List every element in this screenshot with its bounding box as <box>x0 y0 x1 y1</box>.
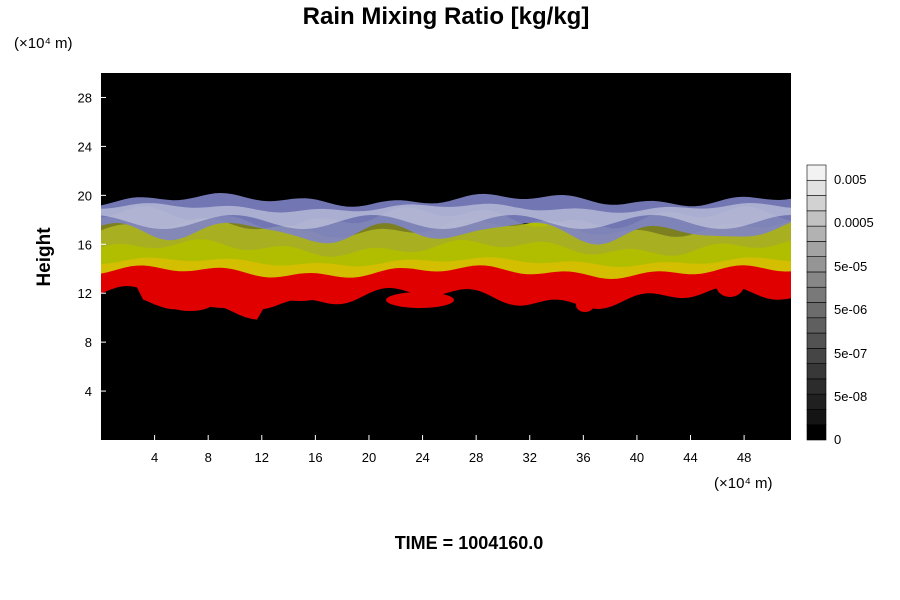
y-tick-label: 12 <box>78 286 92 301</box>
y-tick-label: 4 <box>85 384 92 399</box>
x-tick-label: 8 <box>205 450 212 465</box>
colorbar-label: 5e-07 <box>834 346 867 361</box>
colorbar-band <box>806 256 827 273</box>
x-tick-label: 4 <box>151 450 158 465</box>
x-axis-ticks: 4 8 12 16 20 24 28 32 36 40 44 48 <box>151 435 751 465</box>
colorbar-band <box>806 393 827 410</box>
colorbar-band <box>806 332 827 349</box>
colorbar-label: 5e-08 <box>834 389 867 404</box>
colorbar-band <box>806 179 827 196</box>
rain-layer-top-highlight <box>101 203 791 229</box>
y-tick-label: 24 <box>78 139 92 154</box>
colorbar-band <box>806 424 827 441</box>
rain-cell-3 <box>274 285 326 301</box>
colorbar-band <box>806 225 827 242</box>
x-tick-label: 32 <box>523 450 537 465</box>
time-label: TIME = 1004160.0 <box>395 533 544 553</box>
colorbar: 0.005 0.0005 5e-05 5e-06 5e-07 5e-08 0 <box>806 164 874 447</box>
colorbar-label: 0.005 <box>834 172 867 187</box>
colorbar-band <box>806 241 827 257</box>
colorbar-band <box>806 348 827 364</box>
y-tick-label: 8 <box>85 335 92 350</box>
chart-title: Rain Mixing Ratio [kg/kg] <box>303 3 590 30</box>
colorbar-label: 5e-06 <box>834 302 867 317</box>
x-axis-unit: (×10⁴ m) <box>714 475 773 492</box>
x-tick-label: 20 <box>362 450 376 465</box>
y-tick-label: 28 <box>78 90 92 105</box>
rain-cell-7 <box>761 273 789 299</box>
colorbar-label: 0 <box>834 432 841 447</box>
colorbar-band <box>806 409 827 426</box>
x-tick-label: 24 <box>415 450 429 465</box>
rain-cell-4 <box>386 292 454 308</box>
colorbar-label: 0.0005 <box>834 215 874 230</box>
y-axis-label: Height <box>34 227 55 287</box>
y-tick-label: 16 <box>78 237 92 252</box>
rain-cell-5 <box>576 298 594 312</box>
colorbar-band <box>806 378 827 395</box>
colorbar-band <box>806 317 827 334</box>
colorbar-band <box>806 195 827 212</box>
colorbar-label: 5e-05 <box>834 259 867 274</box>
rain-cell-6 <box>716 273 744 297</box>
plot-area <box>101 73 791 440</box>
y-axis-ticks: 4 8 12 16 20 24 28 <box>78 90 106 399</box>
y-axis-unit: (×10⁴ m) <box>14 35 73 52</box>
rain-cell-2 <box>195 288 255 308</box>
colorbar-band <box>806 363 827 380</box>
x-tick-label: 28 <box>469 450 483 465</box>
y-tick-label: 20 <box>78 188 92 203</box>
x-tick-label: 40 <box>630 450 644 465</box>
x-tick-label: 16 <box>308 450 322 465</box>
colorbar-band <box>806 210 827 227</box>
colorbar-band <box>806 302 827 319</box>
x-tick-label: 12 <box>255 450 269 465</box>
x-tick-label: 36 <box>576 450 590 465</box>
x-tick-label: 48 <box>737 450 751 465</box>
colorbar-band <box>806 286 827 303</box>
colorbar-band <box>806 271 827 288</box>
x-tick-label: 44 <box>683 450 697 465</box>
colorbar-band <box>806 164 827 181</box>
